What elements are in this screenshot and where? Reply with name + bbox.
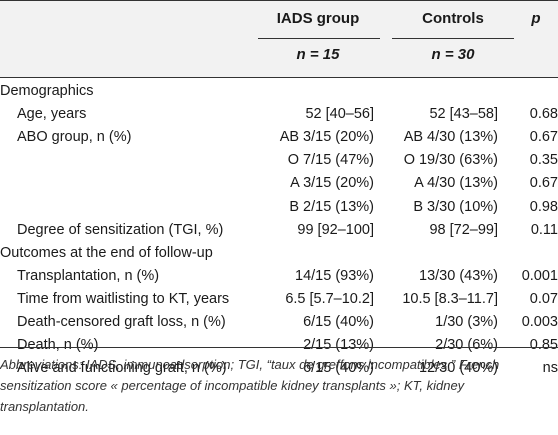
table-row: Time from waitlisting to KT, years 6.5 [5… <box>0 288 558 311</box>
row-label <box>0 172 256 195</box>
p-value: 0.07 <box>529 290 558 307</box>
row-label: Age, years <box>17 106 87 123</box>
iads-value: AB 3/15 (20%) <box>279 129 374 146</box>
table-row: A 3/15 (20%) A 4/30 (13%) 0.67 <box>0 172 558 195</box>
header-controls-n: n = 30 <box>431 46 475 63</box>
iads-value <box>256 242 374 265</box>
iads-value: A 3/15 (20%) <box>290 175 374 192</box>
header-iads-underline <box>258 38 380 39</box>
table-row: Transplantation, n (%) 14/15 (93%) 13/30 (… <box>0 265 558 288</box>
controls-value <box>374 242 498 265</box>
row-label: Alive and functioning graft, n (%) <box>17 360 227 377</box>
p-value: 0.003 <box>521 313 558 330</box>
row-label: Demographics <box>0 83 94 100</box>
p-value: 0.35 <box>529 152 558 169</box>
p-value: ns <box>542 360 558 377</box>
controls-value: A 4/30 (13%) <box>414 175 498 192</box>
iads-value: O 7/15 (47%) <box>287 152 374 169</box>
controls-value: 2/30 (6%) <box>435 337 498 354</box>
p-value <box>498 80 558 103</box>
controls-value: AB 4/30 (13%) <box>403 129 498 146</box>
row-label <box>0 195 256 218</box>
iads-value: B 2/15 (13%) <box>289 198 374 215</box>
p-value: 0.68 <box>529 106 558 123</box>
top-rule <box>0 0 558 1</box>
table-row: O 7/15 (47%) O 19/30 (63%) 0.35 <box>0 149 558 172</box>
controls-value: 12/30 (40%) <box>419 360 498 377</box>
controls-value: O 19/30 (63%) <box>403 152 498 169</box>
table-row: Outcomes at the end of follow-up <box>0 242 558 265</box>
row-label: Transplantation, n (%) <box>17 267 160 284</box>
row-label: Death, n (%) <box>17 337 99 354</box>
p-value: 0.67 <box>529 175 558 192</box>
iads-value: 6.5 [5.7–10.2] <box>285 290 374 307</box>
row-label: Outcomes at the end of follow-up <box>0 244 213 261</box>
header-controls: Controls <box>422 10 484 27</box>
controls-value <box>374 80 498 103</box>
iads-value: 52 [40–56] <box>305 106 374 123</box>
table-bottom-rule <box>0 347 558 348</box>
row-label <box>0 149 256 172</box>
table-row: Demographics <box>0 80 558 103</box>
header-background <box>0 0 558 78</box>
p-value: 0.85 <box>529 337 558 354</box>
controls-value: B 3/30 (10%) <box>413 198 498 215</box>
header-iads-n: n = 15 <box>296 46 340 63</box>
table-row: Alive and functioning graft, n (%) 6/15 (… <box>0 357 558 380</box>
table-row: Degree of sensitization (TGI, %) 99 [92–1… <box>0 219 558 242</box>
p-value: 0.11 <box>530 221 558 238</box>
table-row: ABO group, n (%) AB 3/15 (20%) AB 4/30 (13… <box>0 126 558 149</box>
p-value: 0.98 <box>529 198 558 215</box>
data-table: Demographics Age, years 52 [40–56] 52 [43–5… <box>0 80 558 380</box>
row-label: Death-censored graft loss, n (%) <box>17 313 226 330</box>
p-value <box>498 242 558 265</box>
table-row: Death, n (%) 2/15 (13%) 2/30 (6%) 0.85 <box>0 334 558 357</box>
iads-value: 6/15 (40%) <box>303 360 374 377</box>
iads-value: 2/15 (13%) <box>303 337 374 354</box>
controls-value: 98 [72–99] <box>429 221 498 238</box>
header-p: p <box>531 10 541 27</box>
iads-value <box>256 80 374 103</box>
p-value: 0.001 <box>521 267 558 284</box>
footnote: Abbreviations: IADS, immunoadsorption; T… <box>0 357 500 414</box>
row-label: Degree of sensitization (TGI, %) <box>17 221 224 238</box>
row-label: Time from waitlisting to KT, years <box>17 290 230 307</box>
p-value: 0.67 <box>529 129 558 146</box>
table-row: Age, years 52 [40–56] 52 [43–58] 0.68 <box>0 103 558 126</box>
header-controls-underline <box>392 38 514 39</box>
table-row: Death-censored graft loss, n (%) 6/15 (40… <box>0 311 558 334</box>
header-bottom-rule <box>0 77 558 78</box>
iads-value: 14/15 (93%) <box>295 267 374 284</box>
iads-value: 6/15 (40%) <box>303 313 374 330</box>
controls-value: 13/30 (43%) <box>419 267 498 284</box>
iads-value: 99 [92–100] <box>297 221 374 238</box>
row-label: ABO group, n (%) <box>17 129 132 146</box>
controls-value: 1/30 (3%) <box>435 313 498 330</box>
controls-value: 52 [43–58] <box>429 106 498 123</box>
controls-value: 10.5 [8.3–11.7] <box>402 290 498 307</box>
table-row: B 2/15 (13%) B 3/30 (10%) 0.98 <box>0 195 558 218</box>
header-iads-group: IADS group <box>276 10 360 27</box>
